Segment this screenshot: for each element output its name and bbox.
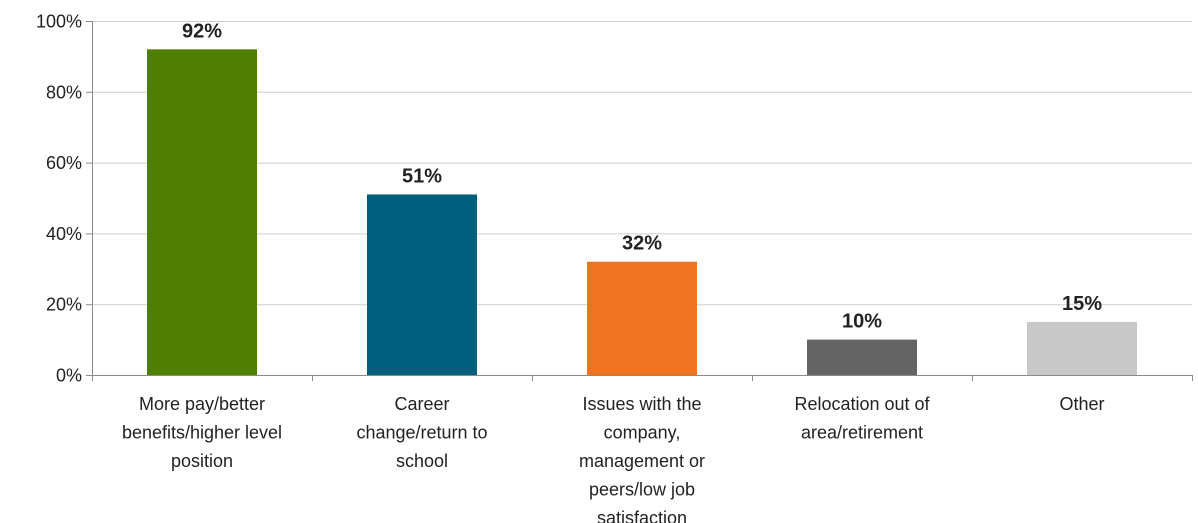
data-label: 92% [182, 20, 222, 42]
data-label: 15% [1062, 293, 1102, 315]
category-label: Relocation out of area/retirement [794, 394, 930, 443]
y-tick-label: 100% [36, 12, 82, 32]
y-tick-label: 40% [46, 224, 82, 244]
label-layer: 0% 20% 40% 60% 80% 100% 92% More pay/better bene… [36, 12, 1105, 523]
data-label: 51% [402, 165, 442, 187]
category-label-line: position [171, 451, 233, 471]
data-label: 10% [842, 311, 882, 333]
category-label-line: area/retirement [801, 423, 923, 443]
category-label-line: change/return to [356, 423, 487, 443]
y-tick-label: 20% [46, 295, 82, 315]
category-label: Other [1059, 394, 1104, 414]
bar [367, 194, 477, 375]
category-label-line: Career [394, 394, 449, 414]
y-tick-label: 0% [56, 366, 82, 386]
y-tick-label: 60% [46, 153, 82, 173]
category-label: Issues with the company, management or peer… [579, 394, 705, 523]
category-label-line: Other [1059, 394, 1104, 414]
bar [147, 49, 257, 375]
bar-layer [147, 49, 1137, 375]
category-label-line: benefits/higher level [122, 423, 282, 443]
category-label-line: satisfaction [597, 508, 687, 523]
category-label-line: company, [604, 423, 681, 443]
axis-layer [86, 21, 1193, 381]
category-label: Career change/return to school [356, 394, 487, 471]
category-label-line: management or [579, 451, 705, 471]
grid-layer [92, 21, 1192, 306]
category-label-line: More pay/better [139, 394, 265, 414]
category-label: More pay/better benefits/higher level posi… [122, 394, 282, 471]
bar [807, 339, 917, 375]
category-label-line: peers/low job [589, 480, 695, 500]
data-label: 32% [622, 233, 662, 255]
category-label-line: Relocation out of [794, 394, 930, 414]
category-label-line: Issues with the [582, 394, 701, 414]
bar [1027, 321, 1137, 375]
bar [587, 261, 697, 375]
y-tick-label: 80% [46, 82, 82, 102]
category-label-line: school [396, 451, 448, 471]
